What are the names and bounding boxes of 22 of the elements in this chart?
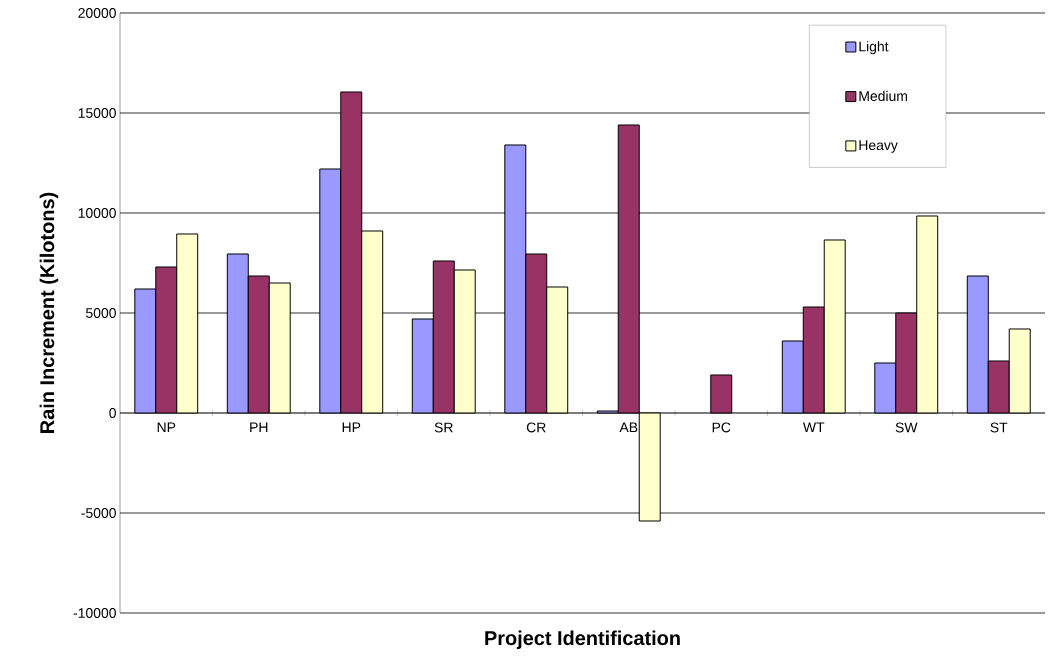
x-tick-label: AB bbox=[619, 422, 638, 433]
x-tick-label: SR bbox=[434, 422, 453, 433]
x-tick-label: SW bbox=[895, 422, 918, 433]
y-tick-label: 20000 bbox=[78, 8, 116, 18]
x-tick-label: PC bbox=[712, 422, 731, 433]
x-tick-label: HP bbox=[342, 422, 361, 433]
y-axis-title: Rain Increment (Kilotons) bbox=[39, 192, 59, 433]
y-tick-label: 15000 bbox=[78, 108, 116, 118]
y-tick-label: 5000 bbox=[86, 308, 116, 318]
x-axis-title: Project Identification bbox=[485, 630, 680, 650]
x-tick-label: NP bbox=[157, 422, 176, 433]
x-tick-label: ST bbox=[990, 422, 1008, 433]
legend-label: Medium bbox=[859, 90, 907, 102]
x-tick-label: PH bbox=[250, 422, 268, 433]
y-tick-label: 10000 bbox=[78, 208, 116, 218]
y-tick-label: -5000 bbox=[81, 508, 116, 518]
y-tick-label: 0 bbox=[109, 408, 116, 418]
legend-label: Light bbox=[859, 41, 889, 55]
x-tick-label: CR bbox=[526, 422, 546, 433]
x-tick-label: WT bbox=[802, 422, 825, 433]
y-tick-label: -10000 bbox=[73, 608, 116, 618]
legend-label: Heavy bbox=[859, 140, 898, 153]
